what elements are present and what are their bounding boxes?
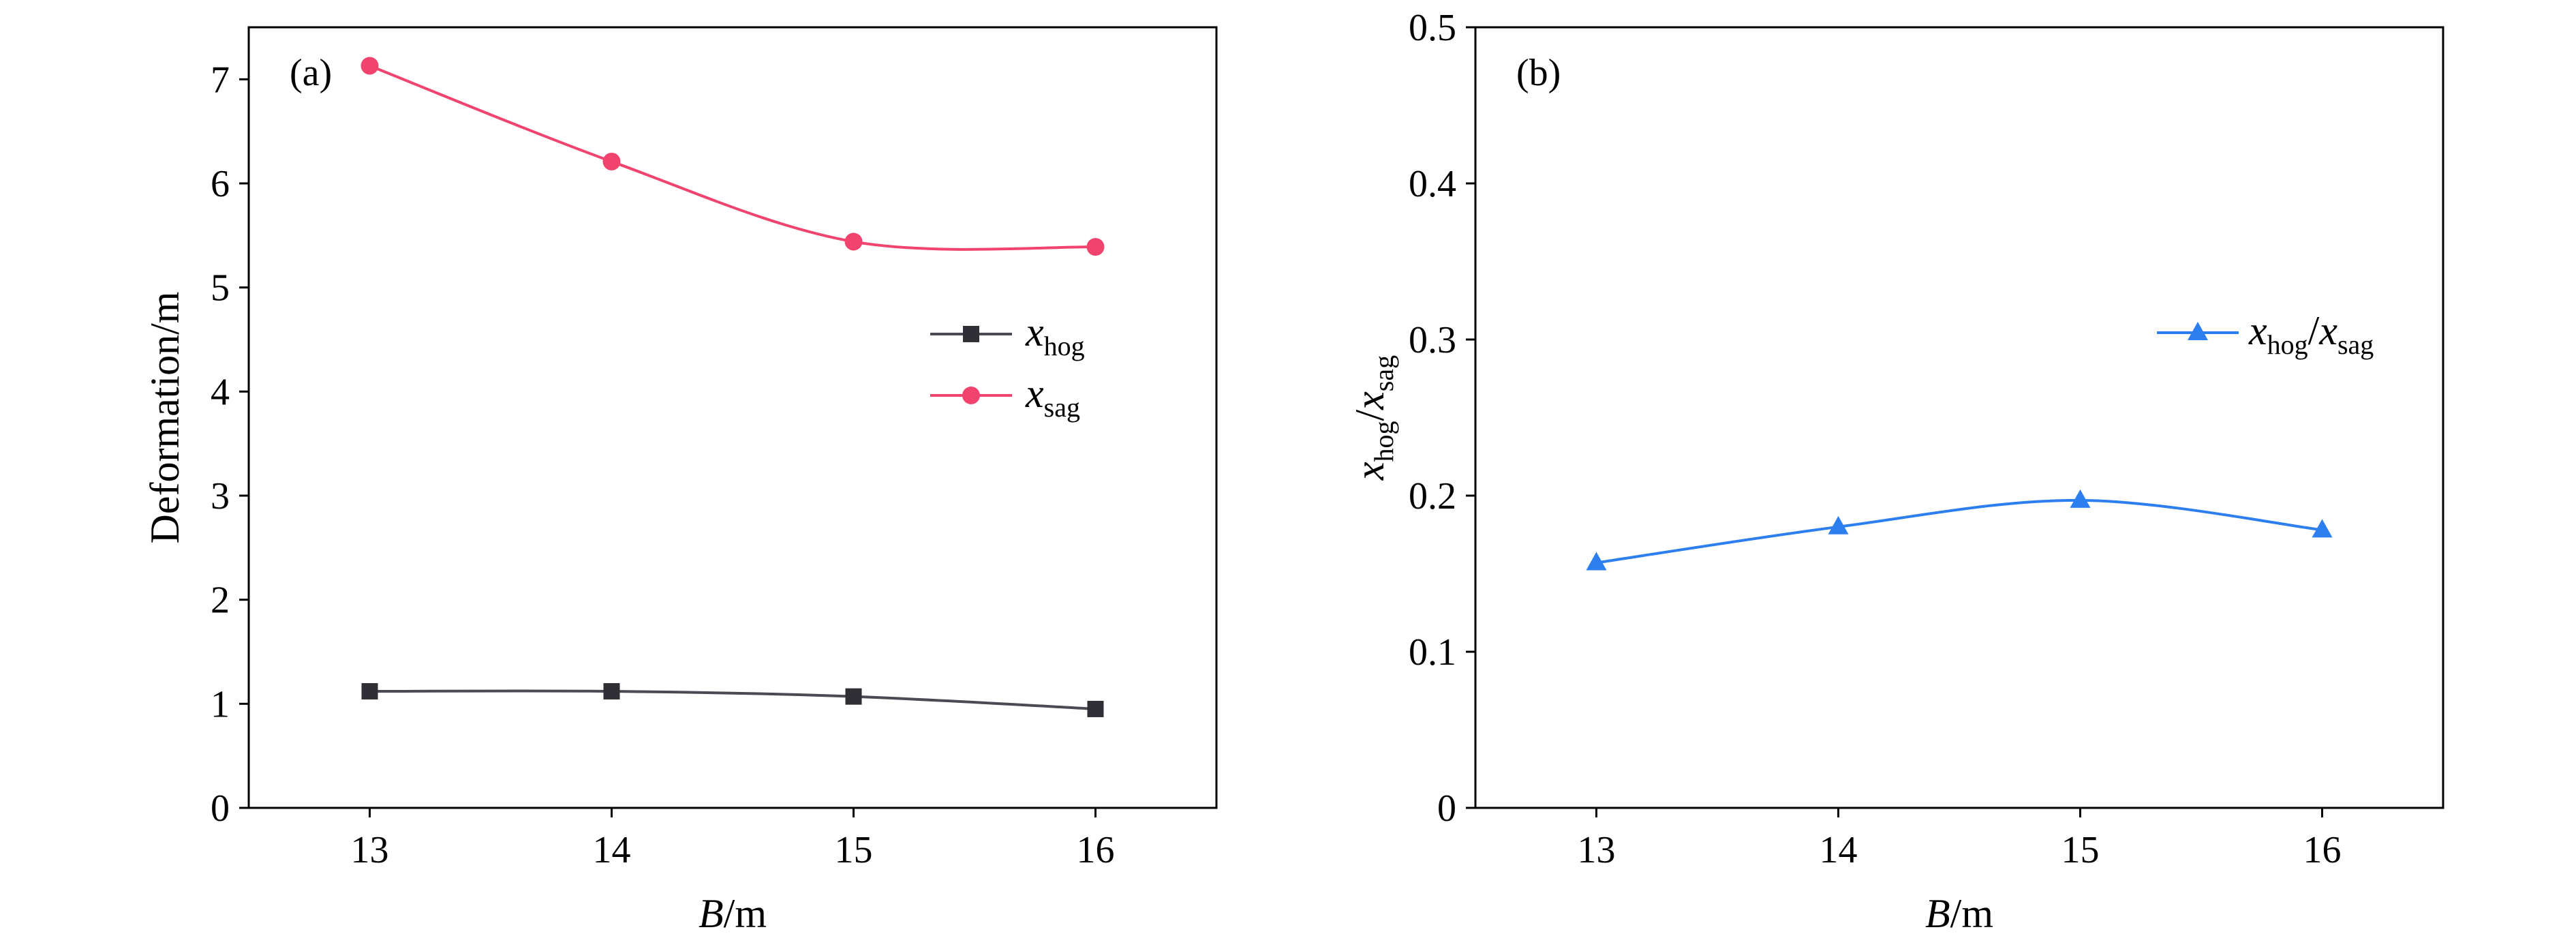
data-point-sag — [1086, 238, 1105, 256]
legend-marker-x-hog — [963, 326, 979, 342]
data-point-ratio — [2070, 489, 2091, 508]
panel-a-x-tick-label: 14 — [593, 829, 631, 871]
panel-b-y-tick-label: 0.4 — [1409, 163, 1456, 205]
panel-b-y-tick-label: 0.2 — [1409, 475, 1456, 517]
panel-a-y-tick-label: 2 — [211, 579, 230, 622]
legend-label-x-hog: xhog — [1025, 310, 1085, 361]
panel-b-y-tick-label: 0.1 — [1409, 631, 1456, 674]
panel-b-x-axis-label: B/m — [1925, 891, 1993, 934]
panel-b-y-tick-label: 0.3 — [1409, 319, 1456, 361]
legend-label-x-sag: xsag — [1025, 371, 1080, 423]
panel-b-x-tick-label: 13 — [1578, 829, 1616, 871]
panel-a-y-tick-label: 4 — [211, 371, 230, 413]
panel-a-x-tick-label: 16 — [1077, 829, 1115, 871]
data-point-sag — [844, 232, 863, 251]
panel-a-legend: xhog xsag — [930, 310, 1085, 423]
panel-a-x-tick-label: 15 — [835, 829, 873, 871]
panel-b-y-tick-label: 0 — [1437, 787, 1456, 830]
panel-b-x-tick-label: 16 — [2303, 829, 2342, 871]
data-point-hog — [1087, 700, 1104, 717]
series-line-ratio — [1596, 498, 2322, 564]
panel-a-y-tick-label: 3 — [211, 475, 230, 517]
panel-b-y-axis-label: xhog/xsag — [1347, 355, 1399, 481]
panel-b-frame — [1474, 26, 2444, 809]
panel-b-y-tick-label: 0.5 — [1409, 7, 1456, 49]
panel-a-label: (a) — [290, 52, 332, 94]
panel-a-x-tick-label: 13 — [351, 829, 389, 871]
panel-b-label: (b) — [1516, 52, 1561, 94]
panel-a-y-tick-label: 6 — [211, 163, 230, 205]
panel-a-y-axis-label: Deformation/m — [142, 292, 187, 544]
panel-a-y-tick-label: 7 — [211, 59, 230, 101]
panel-b: 13 14 15 16 0 0.1 0.2 0.3 0.4 0.5 (b) xhog/xsag B… — [1347, 7, 2444, 934]
panel-a-y-tick-label: 0 — [211, 787, 230, 830]
legend-marker-ratio — [2188, 322, 2208, 340]
panel-a-frame — [247, 26, 1218, 809]
data-point-hog — [845, 688, 862, 705]
series-line-hog — [369, 689, 1096, 710]
series-line-sag — [369, 64, 1096, 251]
panel-a-y-tick-label: 1 — [211, 683, 230, 725]
data-point-ratio — [1828, 515, 1849, 534]
data-point-hog — [361, 683, 378, 700]
data-point-ratio — [2312, 519, 2333, 538]
legend-label-ratio: xhog/xsag — [2248, 308, 2374, 360]
panel-a: 13 14 15 16 0 1 2 3 4 5 6 7 (a) Deformation/m B/m x… — [142, 26, 1218, 934]
panel-b-legend: xhog/xsag — [2157, 308, 2374, 360]
legend-marker-x-sag — [962, 387, 980, 404]
panel-b-x-tick-label: 15 — [2061, 829, 2100, 871]
data-point-sag — [361, 57, 379, 75]
data-point-sag — [602, 152, 621, 170]
data-point-hog — [603, 683, 620, 700]
panel-a-x-axis-label: B/m — [699, 891, 767, 934]
panel-b-x-tick-label: 14 — [1820, 829, 1858, 871]
data-point-ratio — [1586, 552, 1607, 571]
panel-a-y-tick-label: 5 — [211, 267, 230, 310]
